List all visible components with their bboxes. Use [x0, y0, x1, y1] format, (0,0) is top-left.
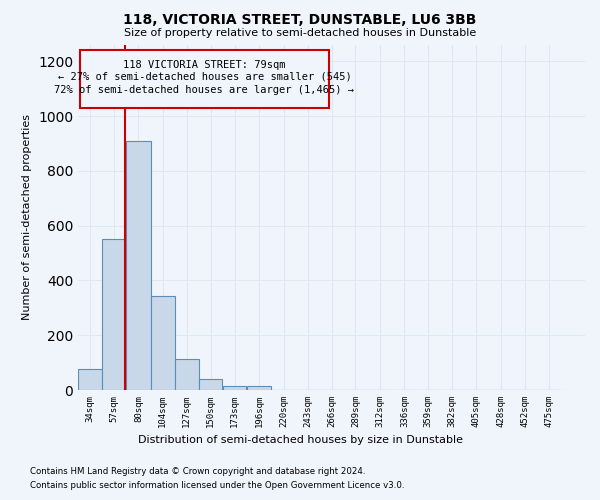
Bar	[78, 370, 101, 390]
Text: Size of property relative to semi-detached houses in Dunstable: Size of property relative to semi-detach…	[124, 28, 476, 38]
Text: Contains public sector information licensed under the Open Government Licence v3: Contains public sector information licen…	[30, 481, 404, 490]
Y-axis label: Number of semi-detached properties: Number of semi-detached properties	[22, 114, 32, 320]
Text: Distribution of semi-detached houses by size in Dunstable: Distribution of semi-detached houses by …	[137, 435, 463, 445]
Bar	[126, 141, 151, 390]
Text: 72% of semi-detached houses are larger (1,465) →: 72% of semi-detached houses are larger (…	[55, 84, 355, 94]
Text: Contains HM Land Registry data © Crown copyright and database right 2024.: Contains HM Land Registry data © Crown c…	[30, 468, 365, 476]
Bar	[247, 386, 271, 390]
Text: 118, VICTORIA STREET, DUNSTABLE, LU6 3BB: 118, VICTORIA STREET, DUNSTABLE, LU6 3BB	[124, 12, 476, 26]
Bar	[175, 358, 199, 390]
Text: 118 VICTORIA STREET: 79sqm: 118 VICTORIA STREET: 79sqm	[123, 60, 286, 70]
FancyBboxPatch shape	[80, 50, 329, 108]
Bar	[102, 240, 125, 390]
Bar	[199, 378, 223, 390]
Text: ← 27% of semi-detached houses are smaller (545): ← 27% of semi-detached houses are smalle…	[58, 71, 352, 81]
Bar	[223, 386, 247, 390]
Bar	[151, 296, 175, 390]
